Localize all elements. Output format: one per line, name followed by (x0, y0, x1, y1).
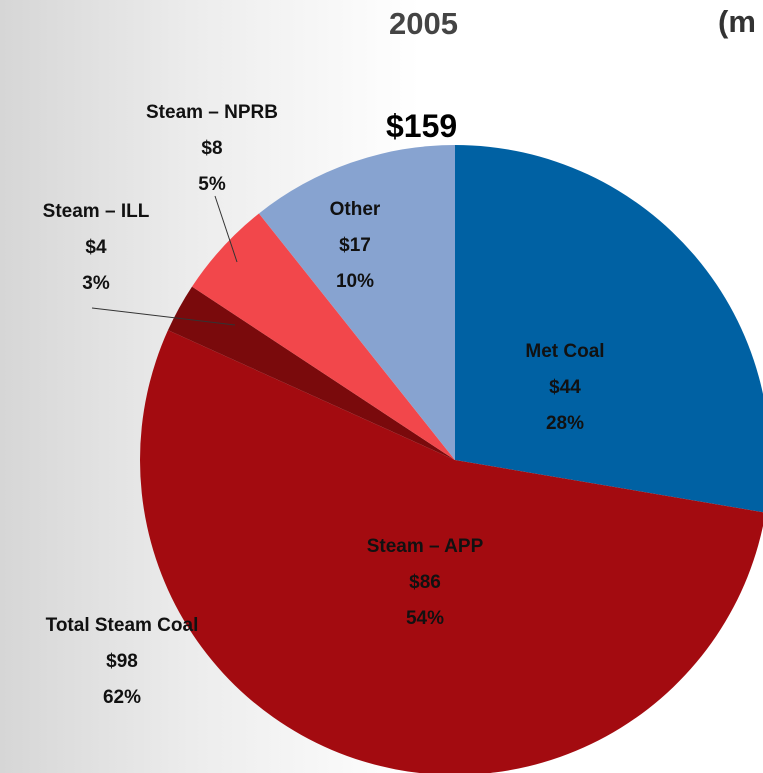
slice-value: $17 (339, 235, 371, 256)
slice-label: Steam – NPRB $8 5% (102, 95, 322, 203)
slice-percent: 5% (198, 174, 226, 195)
slice-name: Met Coal (525, 341, 605, 362)
annotation-value: $98 (106, 651, 138, 672)
slice (167, 286, 455, 460)
total-label: $159 (386, 108, 458, 144)
slice (455, 145, 763, 513)
slice-percent: 54% (405, 608, 445, 629)
slice-value: $44 (549, 377, 581, 398)
leader-line (214, 195, 238, 263)
slice-percent: 3% (82, 273, 110, 294)
slice-name: Other (329, 199, 381, 220)
slice-percent: 10% (335, 271, 375, 292)
slice-value: $86 (409, 572, 441, 593)
slice-value: $8 (201, 138, 223, 159)
pie (140, 145, 763, 773)
slice-name: Steam – APP (366, 536, 484, 557)
annotation-percent: 62% (102, 687, 142, 708)
slice (258, 145, 455, 460)
slice-label: Steam – ILL $4 3% (6, 194, 186, 302)
chart-title: 2005 (389, 6, 458, 41)
slice (192, 213, 455, 460)
annotation-text: Total Steam Coal (45, 615, 199, 636)
slice (140, 330, 763, 773)
slice-value: $4 (85, 237, 107, 258)
slice-label: Other $17 10% (295, 192, 415, 300)
annotation: Total Steam Coal $98 62% (32, 608, 212, 716)
slice-label: Steam – APP $86 54% (315, 529, 535, 637)
slice-label: Met Coal $44 28% (480, 334, 650, 442)
slice-name: Steam – NPRB (146, 102, 278, 123)
slice-percent: 28% (545, 413, 585, 434)
leader-line (91, 307, 236, 326)
chart-subtitle: (m (718, 4, 756, 39)
slice-name: Steam – ILL (42, 201, 150, 222)
